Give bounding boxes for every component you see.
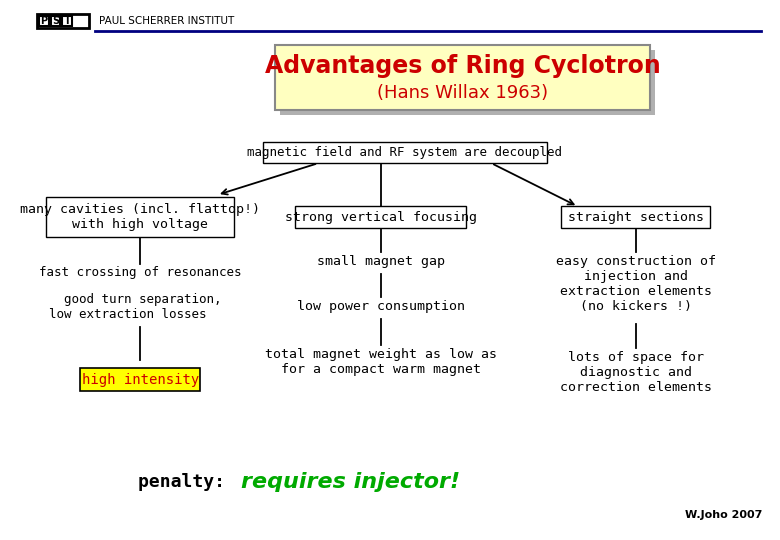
FancyBboxPatch shape xyxy=(80,368,200,392)
Text: PAUL SCHERRER INSTITUT: PAUL SCHERRER INSTITUT xyxy=(99,16,234,26)
Text: straight sections: straight sections xyxy=(568,211,704,224)
Text: P: P xyxy=(41,16,48,26)
Text: requires injector!: requires injector! xyxy=(241,471,460,492)
Text: magnetic field and RF system are decoupled: magnetic field and RF system are decoupl… xyxy=(247,146,562,159)
FancyBboxPatch shape xyxy=(62,16,72,25)
FancyBboxPatch shape xyxy=(295,206,466,228)
FancyBboxPatch shape xyxy=(280,50,655,115)
Text: lots of space for
diagnostic and
correction elements: lots of space for diagnostic and correct… xyxy=(560,351,711,394)
Text: good turn separation,
low extraction losses: good turn separation, low extraction los… xyxy=(49,293,222,321)
Text: S: S xyxy=(52,16,59,26)
FancyBboxPatch shape xyxy=(51,16,60,25)
Text: small magnet gap: small magnet gap xyxy=(317,254,445,268)
Text: penalty:: penalty: xyxy=(139,472,236,491)
Text: W.Joho 2007: W.Joho 2007 xyxy=(686,510,763,520)
Text: low power consumption: low power consumption xyxy=(296,300,465,313)
FancyBboxPatch shape xyxy=(275,45,650,110)
Text: many cavities (incl. flattop!)
with high voltage: many cavities (incl. flattop!) with high… xyxy=(20,203,261,231)
FancyBboxPatch shape xyxy=(263,142,547,163)
Text: strong vertical focusing: strong vertical focusing xyxy=(285,211,477,224)
Text: Advantages of Ring Cyclotron: Advantages of Ring Cyclotron xyxy=(264,54,661,78)
FancyBboxPatch shape xyxy=(46,197,234,237)
Text: easy construction of
injection and
extraction elements
(no kickers !): easy construction of injection and extra… xyxy=(555,254,716,313)
Text: fast crossing of resonances: fast crossing of resonances xyxy=(39,266,241,279)
Text: (Hans Willax 1963): (Hans Willax 1963) xyxy=(377,84,548,102)
Text: high intensity: high intensity xyxy=(82,373,199,387)
Text: I: I xyxy=(66,16,69,26)
Text: total magnet weight as low as
for a compact warm magnet: total magnet weight as low as for a comp… xyxy=(264,348,497,376)
FancyBboxPatch shape xyxy=(37,14,89,28)
FancyBboxPatch shape xyxy=(561,206,711,228)
FancyBboxPatch shape xyxy=(39,16,48,25)
